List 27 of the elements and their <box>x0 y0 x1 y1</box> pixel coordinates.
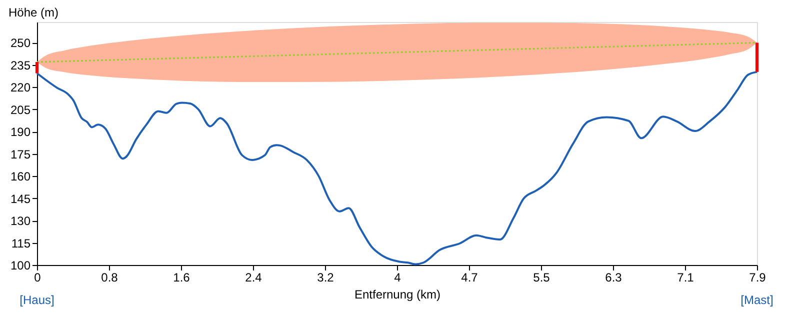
line-series <box>36 42 758 63</box>
x-tick-label: 0.8 <box>101 270 118 284</box>
y-tick-label: 145 <box>10 192 31 206</box>
y-tick-label: 190 <box>10 125 31 140</box>
y-tick-label: 100 <box>10 258 31 272</box>
y-tick-label: 175 <box>10 147 31 162</box>
x-tick-label: 4.7 <box>461 270 478 284</box>
y-axis-title: Höhe (m) <box>8 6 59 20</box>
y-tick-label: 130 <box>10 214 31 228</box>
y-tick-label: 205 <box>10 102 31 117</box>
x-tick-label: 4 <box>394 270 402 284</box>
y-tick-label: 220 <box>10 80 31 95</box>
y-tick-label: 115 <box>11 236 31 250</box>
text: [Haus] <box>20 293 54 307</box>
y-tick-label: 235 <box>10 58 31 72</box>
x-tick-label: 7.9 <box>749 270 766 284</box>
x-tick-label: 2.4 <box>245 270 262 284</box>
x-tick-label: 0 <box>34 270 42 284</box>
y-tick-label: 160 <box>10 170 31 184</box>
text: [Mast] <box>740 293 774 307</box>
x-tick-label: 1.6 <box>173 270 190 284</box>
y-tick-label: 250 <box>10 36 31 50</box>
x-tick-label: 5.5 <box>533 270 550 284</box>
x-tick-label: 7.1 <box>677 270 694 284</box>
x-tick-label: 6.3 <box>605 270 622 284</box>
x-tick-label: 3.2 <box>317 270 334 284</box>
x-axis-title: Entfernung (km) <box>354 288 441 302</box>
